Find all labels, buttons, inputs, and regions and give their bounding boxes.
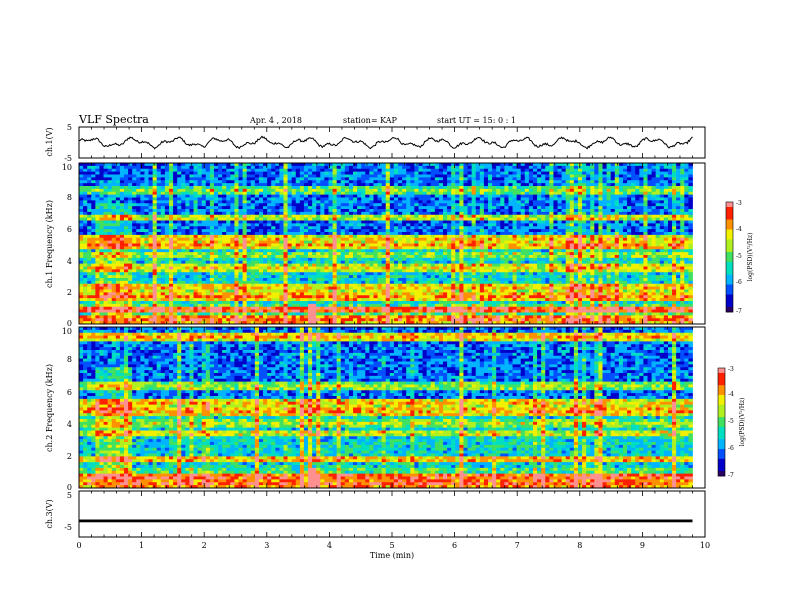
- ch1-spec-ytick-4: 4: [67, 257, 72, 266]
- ch2-spec-ylabel: ch.2 Frequency (kHz): [45, 364, 54, 452]
- ch1-spectrogram-panel: 10 8 6 4 2 0 ch.1 Frequency (kHz) -3 -4 …: [45, 162, 754, 328]
- ch1-spec-ytick-10: 10: [62, 163, 72, 172]
- xtick-4: 4: [327, 541, 332, 550]
- cb1-tick-m7: -7: [736, 308, 742, 315]
- ch3-waveform-frame: [78, 490, 706, 538]
- ch1-waveform-panel: 5 -5 ch.1(V): [45, 123, 706, 163]
- cb1-label: log(PSD)(V²/Hz): [747, 233, 754, 282]
- ch2-colorbar: -3 -4 -5 -6 -7 log(PSD)(V²/Hz): [717, 366, 746, 479]
- cb1-tick-m4: -4: [736, 226, 742, 233]
- cb2-tick-m5: -5: [728, 418, 734, 425]
- cb2-tick-m6: -6: [728, 445, 734, 452]
- xtick-9: 9: [640, 541, 645, 550]
- ch1-spec-ytick-2: 2: [67, 288, 72, 297]
- xtick-10: 10: [700, 541, 710, 550]
- ch3-ylabel: ch.3(V): [45, 499, 54, 528]
- x-axis-label: Time (min): [370, 551, 414, 560]
- xtick-6: 6: [452, 541, 457, 550]
- cb2-tick-m7: -7: [728, 472, 734, 479]
- ch2-spectrogram-panel: 10 8 6 4 2 0 ch.2 Frequency (kHz) -3 -4 …: [45, 326, 746, 492]
- cb2-tick-m3: -3: [728, 366, 734, 373]
- ch1-spec-ytick-0: 0: [67, 319, 72, 328]
- xtick-7: 7: [515, 541, 520, 550]
- ch3-ytick-bottom: -5: [64, 523, 72, 532]
- xtick-5: 5: [389, 541, 394, 550]
- cb1-tick-m5: -5: [736, 253, 742, 260]
- header-date: Apr. 4 , 2018: [249, 116, 302, 125]
- cb2-tick-m4: -4: [728, 391, 734, 398]
- xtick-0: 0: [76, 541, 81, 550]
- ch1-ytick-bottom: -5: [64, 154, 72, 163]
- ch1-waveform-line: [78, 135, 693, 150]
- axis-ticks: [78, 127, 706, 537]
- cb1-tick-m6: -6: [736, 279, 742, 286]
- header-station: station= KAP: [343, 116, 398, 125]
- ch2-spec-ytick-6: 6: [67, 388, 72, 397]
- xtick-3: 3: [264, 541, 269, 550]
- ch3-waveform-panel: 5 -5 ch.3(V): [45, 490, 706, 538]
- xtick-1: 1: [139, 541, 144, 550]
- ch1-ylabel: ch.1(V): [45, 127, 54, 156]
- cb1-tick-m3: -3: [736, 200, 742, 207]
- ch3-waveform-line: [79, 519, 693, 523]
- ch3-ytick-top: 5: [67, 491, 72, 500]
- ch1-spec-ytick-8: 8: [67, 193, 72, 202]
- xtick-2: 2: [202, 541, 207, 550]
- cb2-label: log(PSD)(V²/Hz): [739, 398, 746, 447]
- x-axis: 0 1 2 3 4 5 6 7 8 9 10 Time (min): [76, 541, 710, 560]
- ch2-spec-ytick-2: 2: [67, 452, 72, 461]
- ch1-spectrogram-image: [79, 163, 705, 325]
- ch1-spec-ytick-6: 6: [67, 225, 72, 234]
- ch1-colorbar: -3 -4 -5 -6 -7 log(PSD)(V²/Hz): [725, 200, 754, 315]
- header-start-time: start UT = 15: 0 : 1: [437, 116, 516, 125]
- ch2-spec-ytick-10: 10: [62, 327, 72, 336]
- ch2-spec-ytick-0: 0: [67, 483, 72, 492]
- ch2-spec-ytick-4: 4: [67, 420, 72, 429]
- ch2-spectrogram-image: [79, 327, 705, 489]
- ch1-spec-ylabel: ch.1 Frequency (kHz): [45, 200, 54, 288]
- ch1-ytick-top: 5: [67, 123, 72, 132]
- xtick-8: 8: [577, 541, 582, 550]
- figure-title: VLF Spectra: [78, 113, 149, 126]
- ch2-spec-ytick-8: 8: [67, 355, 72, 364]
